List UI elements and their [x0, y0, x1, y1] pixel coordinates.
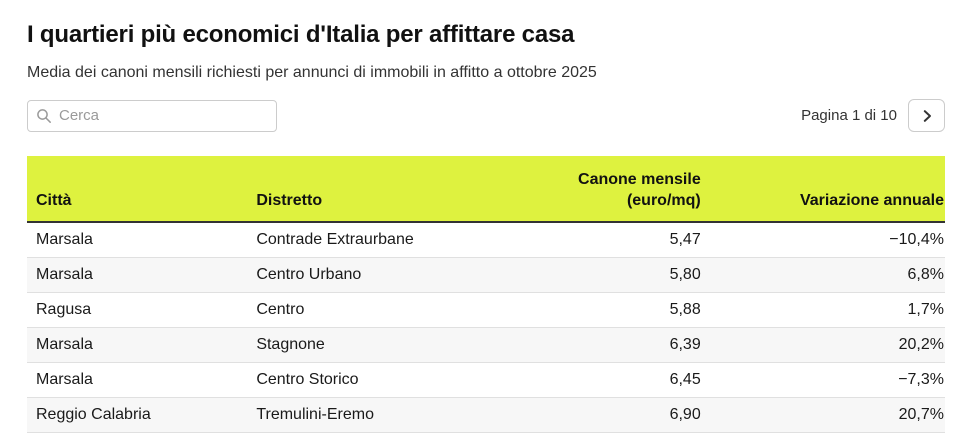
- column-header-distretto: Distretto: [247, 156, 477, 223]
- column-header-canone-mensile: Canone mensile (euro/mq): [476, 156, 702, 223]
- column-header-variazione-annuale: Variazione annuale: [701, 156, 945, 223]
- table-cell: −7,3%: [701, 362, 945, 398]
- table-cell: Marsala: [27, 362, 248, 398]
- table-row: Ragusa Centro 5,88 1,7%: [27, 292, 945, 328]
- pagination: Pagina 1 di 10: [801, 99, 945, 132]
- table-row: Marsala Centro Storico 6,45 −7,3%: [27, 362, 945, 398]
- table-cell: Centro Urbano: [247, 257, 477, 293]
- table-cell: Marsala: [27, 257, 248, 293]
- table-header: Città Distretto Canone mensile (euro/mq)…: [27, 156, 945, 223]
- search-box[interactable]: [27, 99, 277, 132]
- table-cell: 1,7%: [701, 292, 945, 328]
- table-cell: Marsala: [27, 327, 248, 363]
- table-cell: 5,88: [476, 292, 702, 328]
- table-cell: −10,4%: [701, 221, 945, 258]
- table-cell: 6,8%: [701, 257, 945, 293]
- search-input[interactable]: [59, 107, 268, 124]
- table-cell: Reggio Calabria: [27, 397, 248, 433]
- table-cell: 6,39: [476, 327, 702, 363]
- table-row: Marsala Stagnone 6,39 20,2%: [27, 327, 945, 363]
- table-cell: 20,2%: [701, 327, 945, 363]
- table-cell: 5,47: [476, 221, 702, 258]
- table-controls: Pagina 1 di 10: [27, 99, 945, 132]
- table-cell: Stagnone: [247, 327, 477, 363]
- table-cell: Marsala: [27, 221, 248, 258]
- page-title: I quartieri più economici d'Italia per a…: [27, 21, 575, 48]
- column-header-citta: Città: [27, 156, 248, 223]
- table-cell: 20,7%: [701, 397, 945, 433]
- table-row: Marsala Centro Urbano 5,80 6,8%: [27, 257, 945, 293]
- table-cell: Centro Storico: [247, 362, 477, 398]
- table-row: Marsala Contrade Extraurbane 5,47 −10,4%: [27, 221, 945, 258]
- table-cell: Centro: [247, 292, 477, 328]
- table-cell: 5,80: [476, 257, 702, 293]
- table-cell: Contrade Extraurbane: [247, 221, 477, 258]
- chevron-right-icon: [918, 107, 936, 125]
- table-body: Marsala Contrade Extraurbane 5,47 −10,4% Mar…: [27, 221, 945, 433]
- search-icon: [36, 108, 52, 124]
- next-page-button[interactable]: [908, 99, 945, 132]
- table-cell: Ragusa: [27, 292, 248, 328]
- table-cell: Tremulini-Eremo: [247, 397, 477, 433]
- table-header-row: Città Distretto Canone mensile (euro/mq)…: [27, 156, 945, 223]
- table-row: Reggio Calabria Tremulini-Eremo 6,90 20,7%: [27, 397, 945, 433]
- table-cell: 6,45: [476, 362, 702, 398]
- page-subtitle: Media dei canoni mensili richiesti per a…: [27, 64, 597, 81]
- table-cell: 6,90: [476, 397, 702, 433]
- data-table: Città Distretto Canone mensile (euro/mq)…: [27, 156, 945, 433]
- pagination-label: Pagina 1 di 10: [801, 107, 897, 124]
